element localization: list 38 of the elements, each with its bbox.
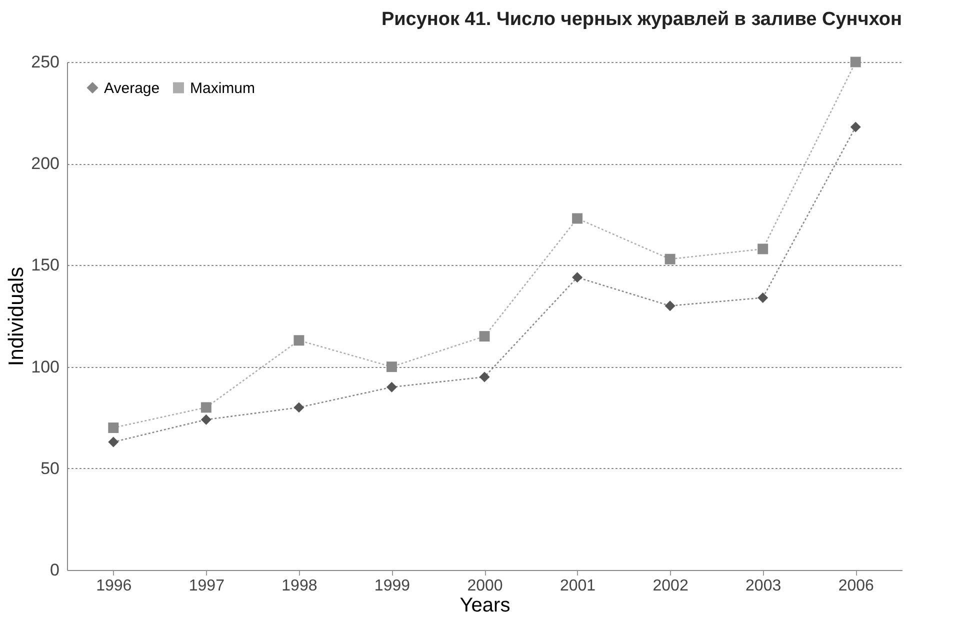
point [108,436,119,448]
y-tick-label: 0 [50,560,60,580]
legend-label: Maximum [190,80,256,97]
point [294,335,304,346]
x-tick-label: 1996 [96,578,132,594]
x-tick-label: 1998 [282,578,318,594]
y-tick-label: 150 [31,256,60,275]
point [200,402,212,413]
point [479,372,490,382]
point [664,300,676,312]
y-tick-label: 250 [31,52,60,72]
y-tick-label: 50 [40,458,60,478]
x-tick-label: 2006 [838,578,874,594]
x-tick-label: 2003 [746,578,782,594]
point [758,244,768,254]
chart-title: Рисунок 41. Число черных журавлей в заливе Сунчхон [381,9,902,30]
point [294,402,304,413]
y-axis-title: Individuals [5,266,28,366]
point [572,213,583,224]
x-tick-label: 2000 [467,578,503,594]
x-tick-label: 1997 [188,578,225,594]
point [200,414,212,425]
point [386,382,397,392]
point [664,254,676,264]
legend-label: Average [104,80,160,97]
y-tick-label: 200 [31,154,60,174]
point [850,56,861,68]
x-tick-label: 2001 [560,578,596,594]
point [758,292,768,303]
point [386,362,397,372]
x-tick-label: 1999 [374,578,410,594]
x-axis-title: Years [460,594,510,616]
point [479,331,490,342]
point [572,272,583,283]
y-tick-label: 100 [31,357,60,376]
point [850,122,861,132]
x-tick-label: 2002 [652,578,688,594]
point [108,422,119,434]
